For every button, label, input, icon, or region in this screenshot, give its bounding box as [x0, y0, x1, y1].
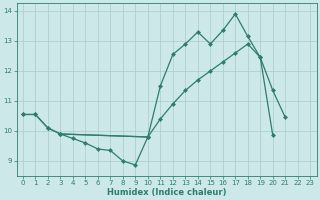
- X-axis label: Humidex (Indice chaleur): Humidex (Indice chaleur): [107, 188, 226, 197]
